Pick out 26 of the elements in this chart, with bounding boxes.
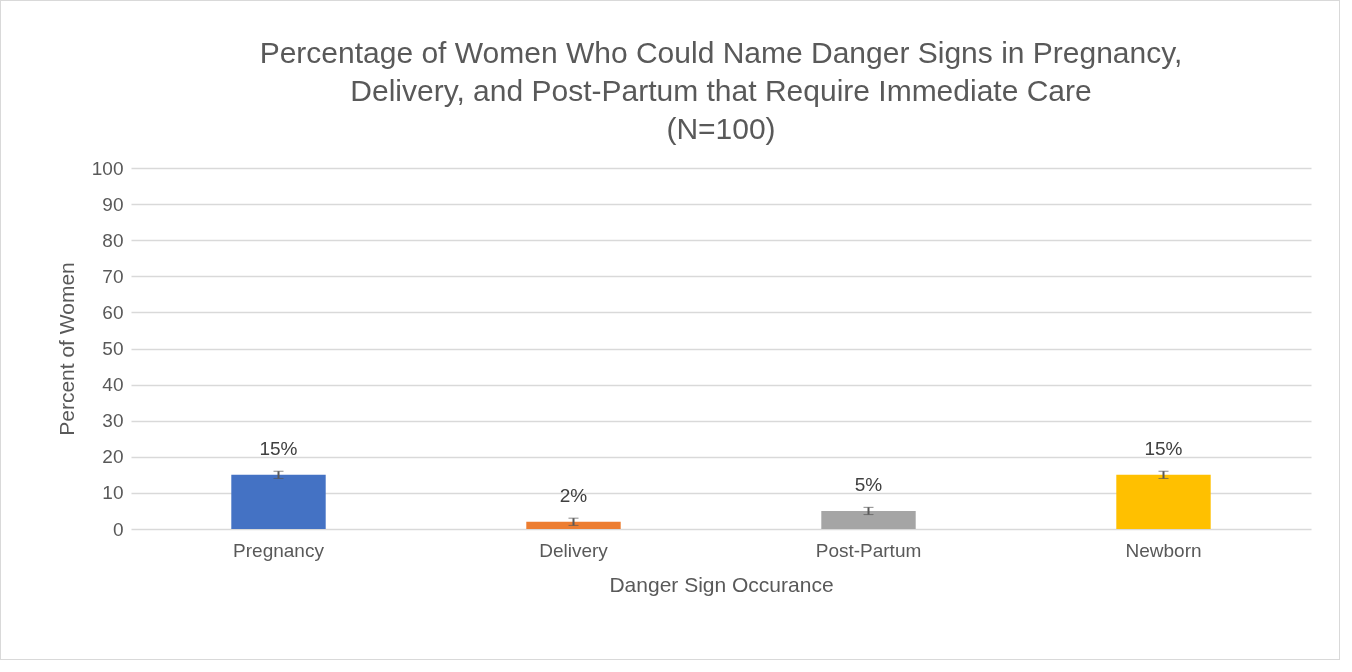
x-tick-label: Post-Partum xyxy=(815,539,922,561)
y-tick-label: 10 xyxy=(102,482,124,504)
data-label: 15% xyxy=(259,438,298,460)
data-label: 15% xyxy=(1144,438,1183,460)
x-axis-title: Danger Sign Occurance xyxy=(609,572,834,596)
y-tick-label: 70 xyxy=(102,265,124,287)
bar xyxy=(231,474,326,529)
x-tick-label: Delivery xyxy=(539,539,609,561)
bar xyxy=(821,510,916,529)
y-tick-label: 40 xyxy=(102,374,124,396)
data-label: 5% xyxy=(854,474,883,496)
y-tick-label: 80 xyxy=(102,229,124,251)
y-tick-label: 100 xyxy=(91,157,124,179)
y-tick-label: 50 xyxy=(102,338,124,359)
y-tick-label: 30 xyxy=(102,410,124,432)
bar xyxy=(1116,474,1211,529)
x-tick-label: Pregnancy xyxy=(233,539,325,561)
y-axis-title: Percent of Women xyxy=(54,262,78,436)
y-tick-label: 60 xyxy=(102,301,124,323)
y-tick-label: 90 xyxy=(102,193,124,215)
x-tick-label: Newborn xyxy=(1125,539,1202,561)
y-tick-label: 20 xyxy=(102,446,124,468)
chart-title: Percentage of Women Who Could Name Danger Signs in Pregnancy, Delivery, and Post-Partum that Require Immediate Care (N=100) xyxy=(259,36,1183,145)
data-label: 2% xyxy=(559,485,588,507)
y-tick-label: 0 xyxy=(112,518,124,540)
bar xyxy=(526,521,621,529)
